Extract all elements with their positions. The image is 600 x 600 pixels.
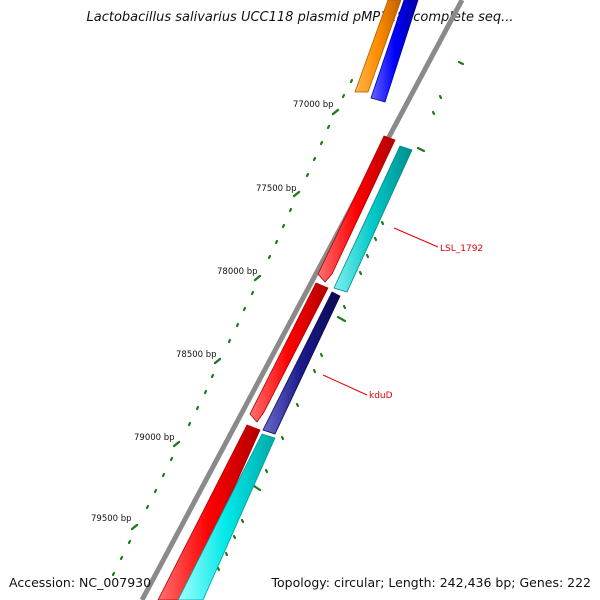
gene-red-1[interactable] [317,135,396,283]
gene-red-2[interactable] [249,282,329,423]
gene-label-kdud[interactable]: kduD [369,391,393,401]
tick-label: 79000 bp [134,433,175,443]
gene-blue[interactable] [370,0,419,103]
tick-label: 77000 bp [293,100,334,110]
gene-cyan[interactable] [177,433,276,600]
gene-kdud[interactable] [262,291,341,435]
label-leader-line [322,374,368,396]
inner-ticks [216,60,465,572]
gene-label-lsl-1792[interactable]: LSL_1792 [440,244,483,254]
gene-red-3[interactable] [157,424,261,600]
major-ticks [130,108,340,531]
accession-label: Accession: NC_007930 [9,575,152,590]
gene-orange[interactable] [354,0,402,93]
tick-label: 79500 bp [91,514,132,524]
label-leader-line [393,227,439,248]
topology-summary: Topology: circular; Length: 242,436 bp; … [271,575,592,590]
backbone-line [139,0,465,600]
gene-lsl-1792[interactable] [333,145,413,293]
tick-label: 78500 bp [176,350,217,360]
minor-ticks [111,78,354,577]
tick-label: 77500 bp [256,184,297,194]
tick-label: 78000 bp [217,267,258,277]
